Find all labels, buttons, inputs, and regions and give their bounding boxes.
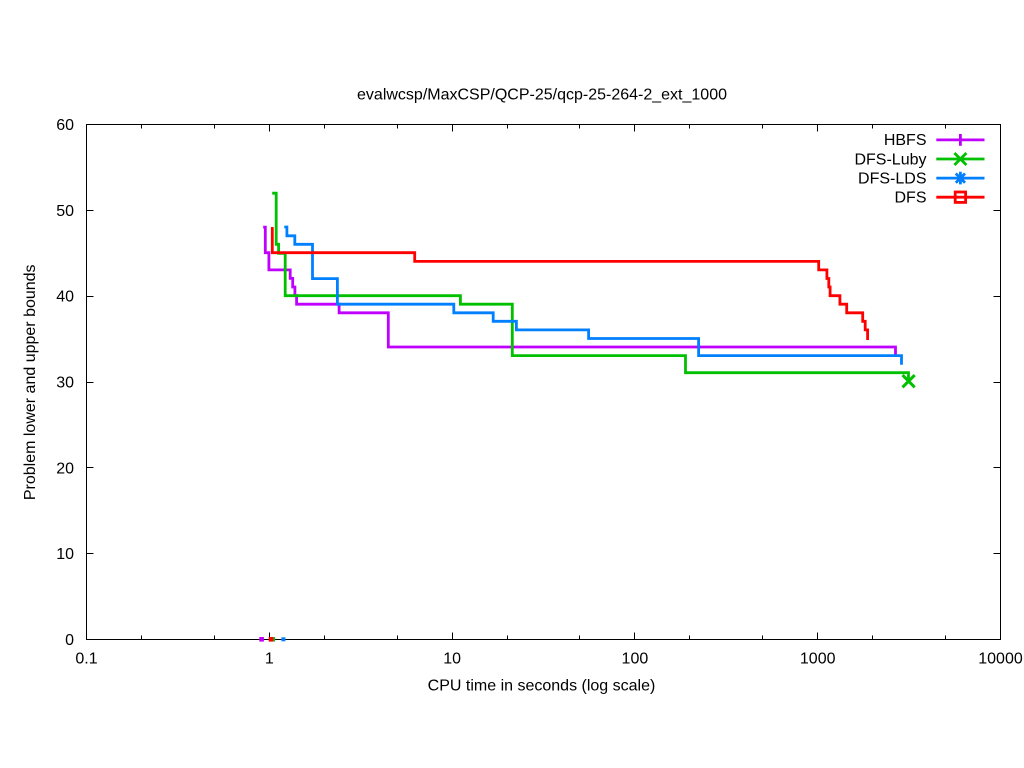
svg-text:0: 0 (65, 632, 74, 649)
svg-text:100: 100 (622, 650, 649, 667)
svg-text:50: 50 (56, 203, 74, 220)
svg-text:DFS-Luby: DFS-Luby (854, 151, 926, 168)
svg-text:evalwcsp/MaxCSP/QCP-25/qcp-25-: evalwcsp/MaxCSP/QCP-25/qcp-25-264-2_ext_… (357, 87, 727, 104)
svg-text:CPU time in seconds (log scale: CPU time in seconds (log scale) (428, 677, 656, 694)
svg-text:20: 20 (56, 460, 74, 477)
svg-text:60: 60 (56, 117, 74, 134)
svg-text:1000: 1000 (800, 650, 836, 667)
svg-text:10: 10 (443, 650, 461, 667)
svg-text:10: 10 (56, 546, 74, 563)
svg-text:DFS: DFS (895, 190, 927, 207)
svg-text:HBFS: HBFS (884, 132, 927, 149)
svg-text:DFS-LDS: DFS-LDS (858, 170, 926, 187)
svg-text:0.1: 0.1 (75, 650, 97, 667)
svg-text:Problem lower and upper bounds: Problem lower and upper bounds (22, 264, 39, 500)
svg-text:1: 1 (265, 650, 274, 667)
svg-text:30: 30 (56, 375, 74, 392)
svg-text:10000: 10000 (978, 650, 1023, 667)
svg-text:40: 40 (56, 289, 74, 306)
